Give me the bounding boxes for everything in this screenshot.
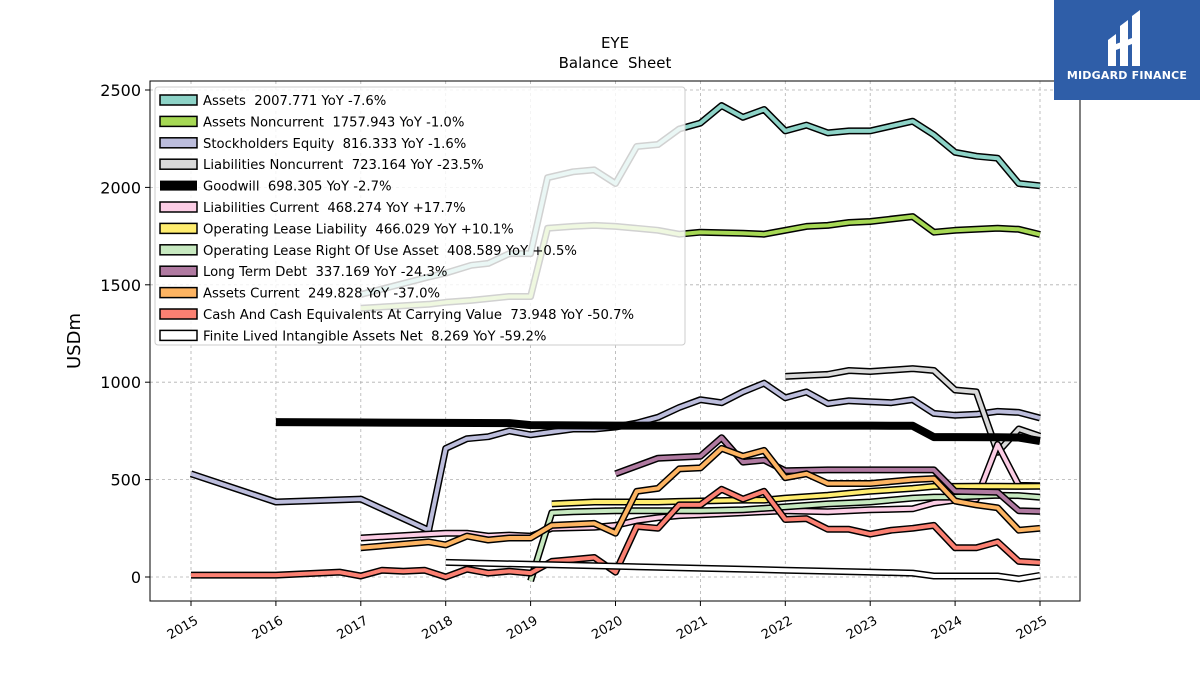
x-tick-label: 2020	[589, 613, 625, 643]
legend-item: Liabilities Noncurrent 723.164 YoY -23.5…	[159, 158, 484, 173]
x-tick-label: 2016	[250, 613, 286, 643]
x-tick-label: 2025	[1014, 613, 1050, 643]
legend-item: Finite Lived Intangible Assets Net 8.269…	[159, 329, 546, 344]
legend-swatch	[159, 158, 198, 170]
legend-item: Liabilities Current 468.274 YoY +17.7%	[159, 201, 466, 216]
legend-item: Assets Current 249.828 YoY -37.0%	[159, 286, 440, 302]
legend-swatch	[159, 286, 198, 299]
y-tick-label: 500	[110, 471, 141, 490]
legend-swatch	[159, 265, 198, 277]
series-line	[275, 418, 1041, 445]
legend-label: Finite Lived Intangible Assets Net 8.269…	[203, 329, 546, 344]
legend-label: Assets Current 249.828 YoY -37.0%	[203, 287, 440, 302]
legend-item: Assets Noncurrent 1757.943 YoY -1.0%	[159, 115, 464, 130]
chart-title: EYE	[601, 34, 629, 52]
series-line	[191, 487, 1041, 579]
x-tick-label: 2022	[759, 613, 795, 643]
legend-item: Assets 2007.771 YoY -7.6%	[159, 94, 386, 109]
series-9	[360, 444, 1041, 552]
y-axis-label: USDm	[64, 313, 85, 369]
legend-item: Operating Lease Liability 466.029 YoY +1…	[159, 222, 514, 237]
y-tick-label: 1500	[100, 276, 141, 295]
y-tick-label: 2500	[100, 81, 141, 100]
legend-swatch	[159, 222, 198, 235]
series-line	[190, 381, 1041, 533]
x-tick-label: 2015	[165, 613, 201, 643]
x-tick-label: 2021	[674, 613, 710, 643]
legend: Assets 2007.771 YoY -7.6% Assets Noncurre…	[154, 86, 686, 346]
x-tick-label: 2024	[929, 613, 965, 643]
legend-label: Operating Lease Right Of Use Asset 408.5…	[203, 244, 577, 259]
legend-label: Assets 2007.771 YoY -7.6%	[203, 94, 386, 109]
x-tick-label: 2017	[335, 613, 371, 643]
x-axis: 2015 2016 2017 2018 2019 2020 2021 2022 2023 2024…	[165, 601, 1050, 643]
legend-item: Operating Lease Right Of Use Asset 408.5…	[159, 244, 577, 259]
legend-label: Cash And Cash Equivalents At Carrying Va…	[203, 308, 634, 323]
legend-swatch	[159, 308, 198, 320]
legend-swatch	[159, 201, 198, 213]
y-tick-label: 0	[131, 568, 141, 587]
series-3	[785, 365, 1042, 456]
legend-label: Goodwill 698.305 YoY -2.7%	[203, 180, 392, 195]
legend-item: Goodwill 698.305 YoY -2.7%	[160, 180, 392, 195]
legend-swatch	[159, 115, 198, 128]
legend-label: Stockholders Equity 816.333 YoY -1.6%	[203, 137, 466, 152]
legend-label: Long Term Debt 337.169 YoY -24.3%	[203, 265, 447, 280]
series-line	[445, 560, 1041, 581]
legend-swatch	[159, 244, 198, 256]
series-7	[527, 491, 1041, 582]
legend-label: Liabilities Noncurrent 723.164 YoY -23.5…	[203, 158, 484, 173]
legend-item: Long Term Debt 337.169 YoY -24.3%	[159, 265, 447, 280]
legend-item: Cash And Cash Equivalents At Carrying Va…	[159, 308, 634, 323]
legend-item: Stockholders Equity 816.333 YoY -1.6%	[159, 137, 466, 152]
legend-label: Assets Noncurrent 1757.943 YoY -1.0%	[203, 115, 464, 130]
x-tick-label: 2018	[420, 613, 456, 643]
series-line	[785, 366, 1041, 455]
series-line	[360, 442, 1041, 540]
series-6	[551, 482, 1041, 508]
legend-swatch	[159, 329, 198, 342]
legend-swatch	[160, 180, 197, 191]
logo-text: MIDGARD FINANCE	[1066, 69, 1188, 82]
y-tick-label: 1000	[100, 373, 141, 392]
y-tick-label: 2000	[100, 178, 141, 197]
legend-label: Operating Lease Liability 466.029 YoY +1…	[203, 222, 514, 237]
series-line	[360, 446, 1041, 550]
midgard-finance-logo: MIDGARD FINANCE	[1054, 0, 1200, 100]
legend-swatch	[159, 94, 198, 106]
series-layer	[189, 102, 1042, 583]
legend-swatch	[159, 137, 198, 149]
series-line	[528, 493, 1041, 582]
y-axis: 0 500 1000 1500 2000 2500	[100, 81, 150, 587]
x-tick-label: 2019	[504, 613, 540, 643]
logo-mark-icon	[1108, 10, 1140, 66]
x-tick-label: 2023	[844, 613, 880, 643]
series-2	[189, 379, 1041, 534]
series-line	[551, 484, 1041, 506]
series-5	[360, 441, 1041, 542]
series-11	[445, 558, 1041, 583]
series-4	[275, 418, 1041, 445]
series-10	[191, 485, 1041, 581]
legend-box	[154, 86, 686, 346]
legend-label: Liabilities Current 468.274 YoY +17.7%	[203, 201, 466, 216]
chart-subtitle: Balance Sheet	[559, 54, 672, 72]
